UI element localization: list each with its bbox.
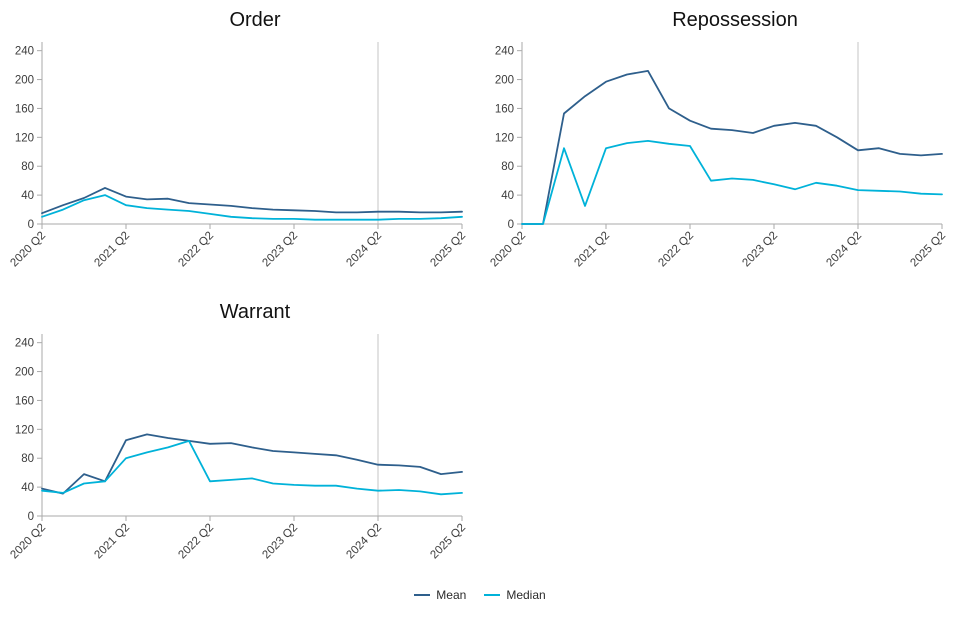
x-tick-label: 2020 Q2	[488, 230, 528, 270]
x-tick-label: 2024 Q2	[824, 230, 864, 270]
y-tick-label: 80	[21, 161, 34, 173]
x-tick-label: 2021 Q2	[572, 230, 612, 270]
x-tick-label: 2023 Q2	[260, 230, 300, 270]
legend-item-median: Median	[484, 588, 546, 602]
series-line-median	[41, 194, 463, 221]
chart-panel-warrant: Warrant 0 40 80 120 160 200 240 2020 Q2 2021 Q2 2…	[0, 298, 480, 590]
x-tick-label: 2023 Q2	[740, 230, 780, 270]
x-tick-label: 2022 Q2	[176, 230, 216, 270]
chart-panel-repossession: Repossession 0 40 80 120 160 200 240 2020 Q2 202…	[480, 6, 960, 298]
x-tick-label: 2020 Q2	[8, 230, 48, 270]
legend-label-mean: Mean	[436, 588, 467, 602]
chart-plot-warrant: 0 40 80 120 160 200 240 2020 Q2 2021 Q2 2022 Q2 20…	[0, 328, 480, 586]
y-tick-label: 40	[21, 190, 34, 202]
x-tick-label: 2022 Q2	[176, 522, 216, 562]
x-tick-label: 2024 Q2	[344, 230, 384, 270]
y-tick-label: 160	[15, 395, 34, 407]
chart-legend: Mean Median	[0, 582, 960, 608]
empty-panel	[480, 298, 960, 590]
x-tick-label: 2021 Q2	[92, 230, 132, 270]
x-tick-label: 2024 Q2	[344, 522, 384, 562]
x-tick-label: 2025 Q2	[428, 230, 468, 270]
y-tick-label: 120	[495, 132, 514, 144]
y-tick-label: 240	[15, 338, 34, 350]
y-tick-label: 40	[21, 482, 34, 494]
x-axis: 2020 Q2 2021 Q2 2022 Q2 2023 Q2 2024 Q2 2025 …	[8, 515, 468, 562]
x-axis: 2020 Q2 2021 Q2 2022 Q2 2023 Q2 2024 Q2 2025 …	[488, 223, 948, 270]
y-tick-label: 160	[15, 103, 34, 115]
y-axis: 0 40 80 120 160 200 240	[15, 42, 43, 231]
y-tick-label: 160	[495, 103, 514, 115]
y-tick-label: 0	[28, 511, 34, 523]
y-tick-label: 120	[15, 132, 34, 144]
chart-title-order: Order	[229, 9, 281, 31]
y-tick-label: 240	[15, 46, 34, 58]
chart-title-repossession: Repossession	[672, 9, 798, 31]
y-tick-label: 80	[501, 161, 514, 173]
x-tick-label: 2023 Q2	[260, 522, 300, 562]
y-tick-label: 200	[15, 75, 34, 87]
legend-label-median: Median	[506, 588, 546, 602]
chart-panel-order: Order 0 40 80 120 160 200 240 2020 Q2 2021 Q2 202…	[0, 6, 480, 298]
y-tick-label: 200	[15, 367, 34, 379]
x-tick-label: 2022 Q2	[656, 230, 696, 270]
series-line-mean	[41, 186, 463, 215]
series-line-mean	[521, 70, 943, 225]
x-tick-label: 2025 Q2	[428, 522, 468, 562]
x-tick-label: 2020 Q2	[8, 522, 48, 562]
series-line-median	[521, 140, 943, 225]
y-axis: 0 40 80 120 160 200 240	[495, 42, 523, 231]
y-tick-label: 40	[501, 190, 514, 202]
y-tick-label: 240	[495, 46, 514, 58]
y-tick-label: 80	[21, 453, 34, 465]
y-axis: 0 40 80 120 160 200 240	[15, 334, 43, 523]
y-tick-label: 120	[15, 424, 34, 436]
legend-item-mean: Mean	[414, 588, 466, 602]
series-line-median	[41, 440, 463, 496]
y-tick-label: 0	[508, 219, 514, 231]
legend-swatch-median	[484, 594, 501, 596]
y-tick-label: 200	[495, 75, 514, 87]
series-line-mean	[41, 433, 463, 495]
chart-plot-repossession: 0 40 80 120 160 200 240 2020 Q2 2021 Q2 2022 Q2 20…	[480, 36, 960, 294]
chart-grid: Order 0 40 80 120 160 200 240 2020 Q2 2021 Q2 202…	[0, 6, 960, 590]
y-tick-label: 0	[28, 219, 34, 231]
chart-plot-order: 0 40 80 120 160 200 240 2020 Q2 2021 Q2 2022 Q2 20…	[0, 36, 480, 294]
x-axis: 2020 Q2 2021 Q2 2022 Q2 2023 Q2 2024 Q2 2025 …	[8, 223, 468, 270]
x-tick-label: 2021 Q2	[92, 522, 132, 562]
x-tick-label: 2025 Q2	[908, 230, 948, 270]
chart-title-warrant: Warrant	[219, 301, 291, 323]
legend-swatch-mean	[414, 594, 431, 596]
